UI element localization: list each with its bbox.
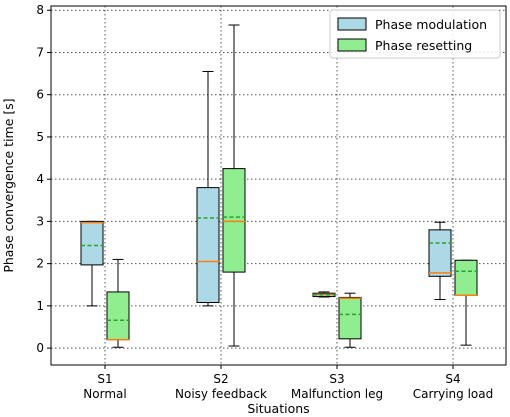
y-tick-label: 2 — [36, 257, 44, 271]
y-tick-label: 7 — [36, 45, 44, 59]
y-axis-label: Phase convergence time [s] — [1, 98, 16, 272]
box-iqr — [222, 168, 246, 273]
legend-swatch-phase-modulation — [337, 17, 367, 31]
x-tick-label-name: Malfunction leg — [291, 387, 383, 401]
x-tick-label-name: Carrying load — [413, 387, 494, 401]
legend-swatch-phase-resetting — [337, 38, 367, 52]
x-tick-label-code: S3 — [329, 372, 344, 386]
box-iqr — [454, 259, 478, 296]
x-tick-label-name: Normal — [83, 387, 126, 401]
x-tick-label-code: S4 — [445, 372, 460, 386]
y-tick-label: 3 — [36, 214, 44, 228]
box-iqr — [338, 296, 362, 340]
box-phase-resetting-s2 — [222, 24, 246, 347]
box-plot-series — [80, 24, 478, 348]
box-phase-resetting-s1 — [106, 258, 130, 348]
y-tick-label: 6 — [36, 88, 44, 102]
legend: Phase modulation Phase resetting — [329, 9, 501, 59]
y-tick-label: 8 — [36, 3, 44, 17]
box-iqr — [106, 291, 130, 341]
legend-frame — [329, 9, 501, 59]
y-tick-label: 0 — [36, 341, 44, 355]
box-phase-resetting-s3 — [338, 292, 362, 348]
x-tick-label-code: S2 — [213, 372, 228, 386]
box-phase-modulation-s3 — [312, 291, 336, 298]
box-phase-modulation-s2 — [196, 70, 220, 307]
box-phase-modulation-s4 — [428, 221, 452, 301]
box-phase-resetting-s4 — [454, 259, 478, 346]
y-tick-label: 1 — [36, 299, 44, 313]
box-iqr — [80, 220, 104, 266]
x-axis-label: Situations — [247, 401, 309, 416]
box-phase-modulation-s1 — [80, 220, 104, 307]
y-axis-ticks: 0 1 2 3 4 5 6 7 8 — [36, 3, 51, 355]
box-iqr — [196, 187, 220, 303]
box-iqr — [428, 229, 452, 277]
legend-label-phase-modulation: Phase modulation — [375, 17, 487, 32]
x-tick-label-name: Noisy feedback — [175, 387, 267, 401]
legend-label-phase-resetting: Phase resetting — [375, 38, 472, 53]
plot-area-frame — [50, 5, 507, 366]
y-tick-label: 5 — [36, 130, 44, 144]
y-tick-label: 4 — [36, 172, 44, 186]
x-tick-label-code: S1 — [97, 372, 112, 386]
